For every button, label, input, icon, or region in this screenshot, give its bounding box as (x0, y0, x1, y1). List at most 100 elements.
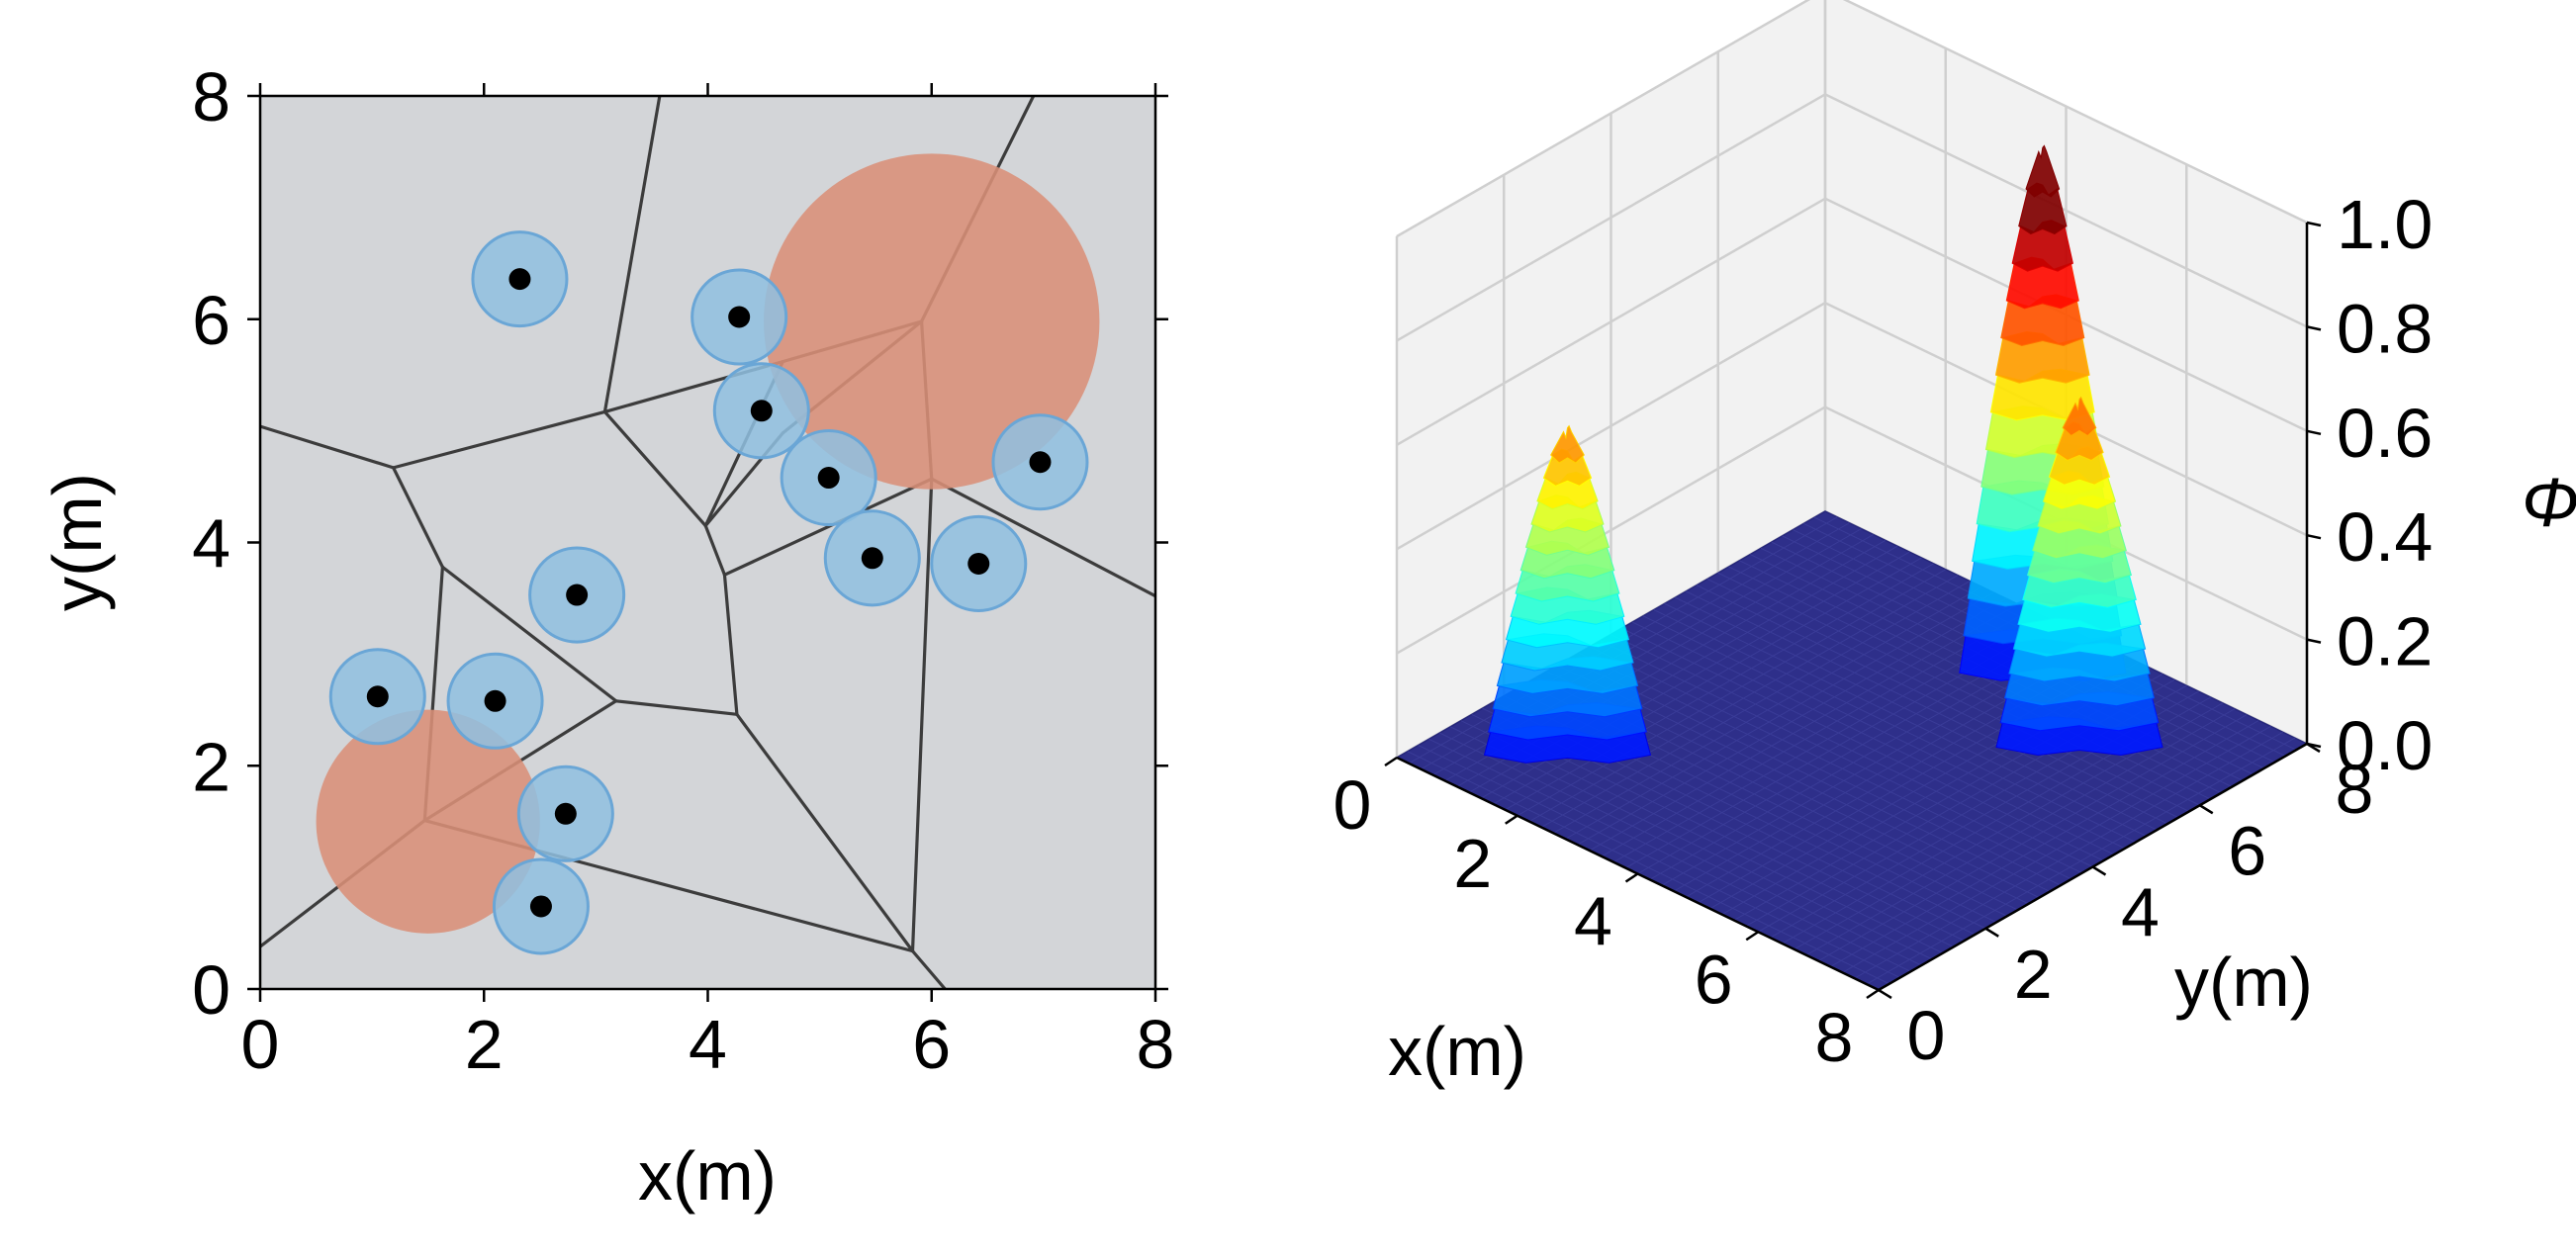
surface-peaks (1483, 144, 2163, 764)
z-tick-label: 0.4 (2337, 498, 2433, 576)
agent-point (817, 467, 840, 490)
floor-mesh (1842, 725, 2271, 973)
x-tick-label: 8 (1137, 1006, 1175, 1083)
voronoi-edge (440, 565, 618, 703)
agent-point (566, 584, 589, 606)
x-axis-label: x(m) (1388, 1013, 1526, 1090)
floor-mesh (1696, 585, 2179, 819)
voronoi-edge (930, 477, 1155, 598)
grid-line (1396, 0, 1811, 238)
x-tick (1745, 931, 1759, 942)
x-tick (1624, 872, 1639, 883)
floor-mesh (1717, 572, 2200, 806)
z-tick (2306, 429, 2322, 436)
y-tick-label: 8 (192, 58, 230, 135)
y-tick-label: 0 (192, 951, 230, 1029)
agent-points (366, 268, 1052, 918)
z-tick-label: 1.0 (2337, 186, 2433, 263)
voronoi-edge (614, 699, 739, 716)
floor-mesh (1830, 720, 2259, 967)
grid-line (1396, 405, 1826, 655)
y-tick-label: 0 (1907, 997, 1946, 1074)
grid-line (1824, 93, 2308, 328)
voronoi-edge (910, 949, 947, 989)
agent-point (529, 895, 552, 918)
floor-mesh (1631, 621, 2115, 855)
surface-band (2025, 144, 2061, 198)
y-axis-label: y(m) (39, 473, 116, 611)
y-tick-label: 6 (192, 282, 230, 359)
y-tick-label: 2 (192, 728, 230, 805)
floor-mesh (1686, 590, 2168, 825)
y-tick-label: 8 (2336, 751, 2374, 828)
z-tick (2306, 325, 2322, 331)
surface-band (1550, 424, 1585, 464)
voronoi-edge (735, 712, 915, 953)
agent-point (508, 268, 531, 291)
z-tick (2306, 221, 2322, 227)
z-tick-label: 0.0 (2337, 707, 2433, 784)
y-tick-label: 4 (2121, 874, 2160, 951)
y-tick (1878, 988, 1892, 1000)
y-axis-label: y(m) (2174, 944, 2313, 1021)
floor-mesh (1653, 609, 2137, 844)
y-tick-label: 4 (192, 505, 230, 583)
x-axis-label: x(m) (638, 1137, 777, 1215)
grid-line (1396, 302, 1826, 551)
floor-mesh (1664, 602, 2147, 837)
voronoi-edge (602, 409, 707, 528)
voronoi-edge (722, 477, 934, 577)
x-tick-label: 4 (689, 1006, 727, 1083)
x-tick-label: 6 (912, 1006, 951, 1083)
agent-point (1029, 451, 1052, 474)
target-region (316, 709, 540, 934)
agent-point (967, 552, 990, 575)
surface-band (2062, 396, 2097, 437)
voronoi-edge (703, 523, 727, 577)
grid-line (1396, 197, 1826, 446)
floor-mesh (1866, 737, 2296, 985)
floor-mesh (1728, 566, 2211, 800)
x-tick (1505, 814, 1518, 825)
x-tick-label: 0 (1334, 766, 1372, 844)
z-tick-label: 0.8 (2337, 290, 2433, 367)
agent-point (750, 400, 773, 422)
floor-mesh (1817, 714, 2248, 962)
agent-point (554, 802, 577, 825)
z-tick-label: 0.6 (2337, 395, 2433, 472)
floor-mesh (1805, 708, 2236, 956)
grid-line (1396, 93, 1826, 342)
voronoi-edge (910, 477, 934, 953)
x-tick-label: 0 (241, 1006, 280, 1083)
target-regions (316, 153, 1100, 934)
voronoi-coverage-plot: 0 2 4 6 8 0 2 4 6 8 x(m) y(m) (39, 58, 1174, 1215)
floor-mesh (1621, 627, 2104, 861)
floor-mesh (1642, 615, 2126, 850)
agent-point (861, 547, 883, 570)
y-tick-label: 2 (2014, 936, 2053, 1013)
voronoi-edge (260, 424, 396, 470)
voronoi-edge (392, 466, 444, 569)
x-tick (1384, 756, 1398, 767)
voronoi-edge (392, 409, 607, 470)
z-tick-label: 0.2 (2337, 603, 2433, 680)
agent-point (728, 306, 751, 328)
y-tick (1984, 927, 1999, 938)
agent-point (366, 685, 389, 708)
z-tick (2306, 533, 2322, 540)
x-tick (1866, 988, 1880, 1000)
x-tick-label: 2 (1453, 825, 1492, 902)
y-tick (2199, 804, 2214, 815)
y-tick-label: 6 (2228, 812, 2266, 889)
agent-point (484, 689, 506, 712)
z-axis-label: Φ (2522, 464, 2576, 541)
floor-mesh (1854, 731, 2283, 979)
grid-line (1842, 0, 2308, 225)
z-tick (2306, 742, 2322, 749)
x-tick-label: 2 (465, 1006, 504, 1083)
x-tick-label: 4 (1574, 883, 1612, 960)
axis-ticks: 0 2 4 6 8 0 2 4 6 8 (192, 58, 1174, 1083)
